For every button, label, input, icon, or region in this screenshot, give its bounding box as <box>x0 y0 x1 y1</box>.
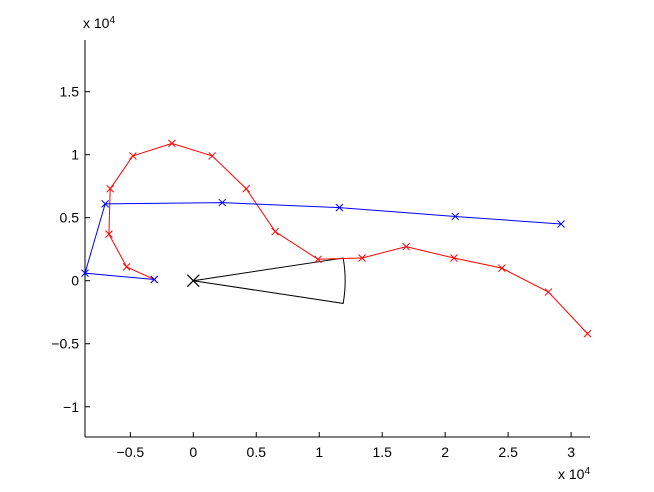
x-tick-label: 2.5 <box>498 444 518 460</box>
data-point <box>314 255 322 264</box>
y-axis-exponent-label: x 104 <box>83 15 115 32</box>
series-line <box>84 202 562 280</box>
x-ticks: −0.5 0 0.5 1 1.5 2 2.5 3 <box>117 432 575 460</box>
x-axis-exponent-label: x 104 <box>558 466 590 483</box>
data-point <box>497 264 506 272</box>
y-tick-label: 0.5 <box>60 210 80 226</box>
data-point <box>271 227 280 236</box>
axes <box>84 40 590 438</box>
data-point <box>208 152 217 160</box>
series-group <box>81 139 592 338</box>
data-point <box>544 288 553 296</box>
data-point <box>106 184 115 193</box>
x-tick-label: 2 <box>441 444 449 460</box>
data-point <box>218 198 227 207</box>
y-tick-label: −1 <box>63 399 79 415</box>
data-point <box>335 203 344 212</box>
data-point <box>242 184 251 193</box>
data-point <box>150 275 159 284</box>
data-point <box>583 329 592 338</box>
x-tick-label: 1.5 <box>372 444 392 460</box>
data-point <box>129 152 137 160</box>
series-line <box>108 142 588 334</box>
y-tick-label: 0 <box>71 273 79 289</box>
data-point <box>101 199 110 208</box>
data-point <box>402 242 410 251</box>
sector-annotation <box>193 257 346 304</box>
y-tick-label: −0.5 <box>51 336 79 352</box>
annotations <box>186 257 346 304</box>
data-point <box>358 254 366 262</box>
x-tick-label: −0.5 <box>117 444 145 460</box>
data-point <box>168 139 176 148</box>
data-point <box>105 230 113 238</box>
data-point <box>81 269 89 278</box>
data-point <box>557 220 565 228</box>
y-tick-label: 1 <box>71 147 79 163</box>
y-tick-label: 1.5 <box>60 84 80 100</box>
data-point <box>450 254 458 262</box>
origin-marker <box>186 274 200 288</box>
x-tick-label: 3 <box>567 444 575 460</box>
data-point <box>122 263 131 271</box>
x-tick-label: 0.5 <box>247 444 267 460</box>
x-tick-label: 1 <box>315 444 323 460</box>
y-ticks: −1 −0.5 0 0.5 1 1.5 <box>51 84 90 415</box>
x-tick-label: 0 <box>189 444 197 460</box>
data-point <box>451 212 460 221</box>
